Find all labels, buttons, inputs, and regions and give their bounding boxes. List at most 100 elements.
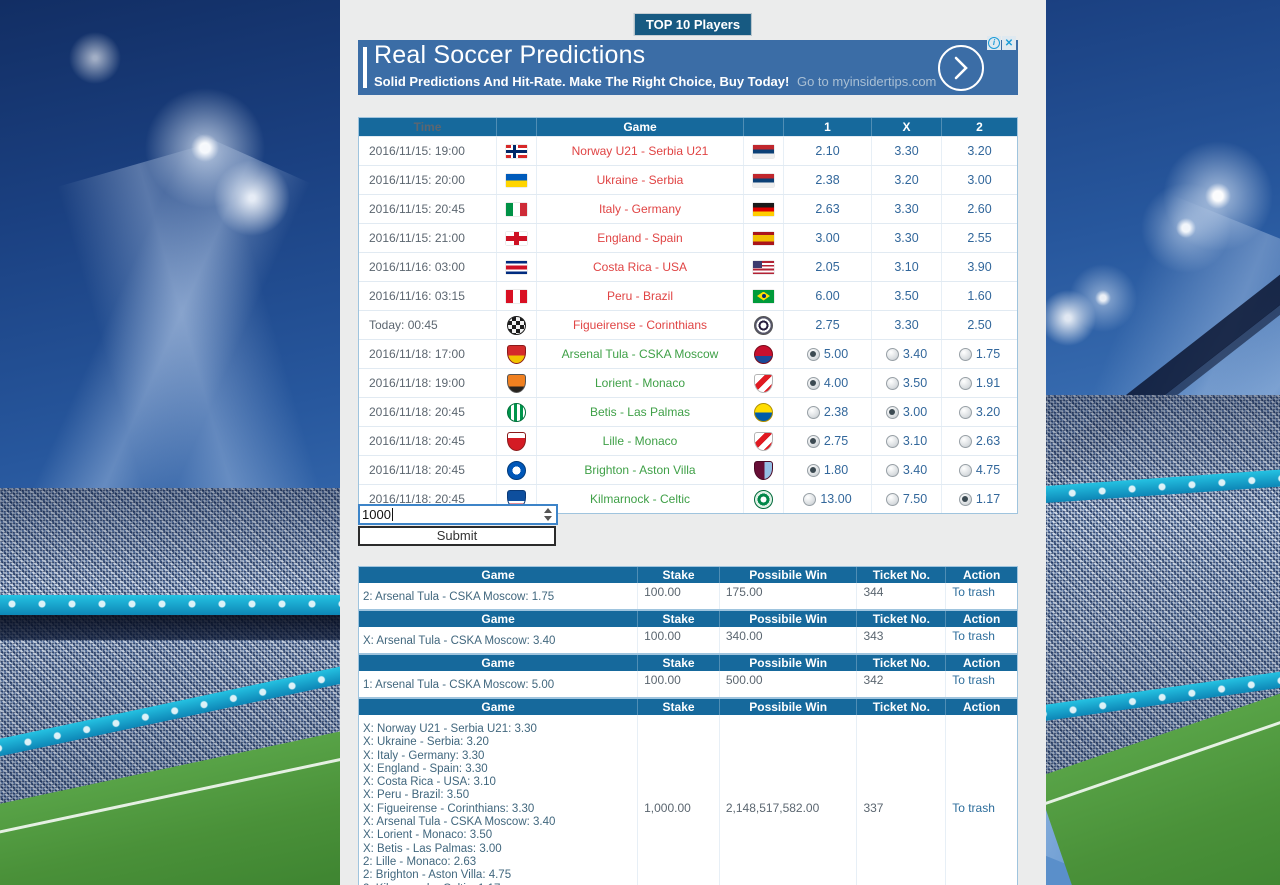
ad-accent-bar (363, 47, 367, 88)
to-trash-link[interactable]: To trash (952, 800, 995, 815)
odds-cell-X: 3.30 (872, 195, 942, 223)
ticket-game-line: X: Costa Rica - USA: 3.10 (363, 776, 496, 789)
away-flag-cell (744, 282, 784, 310)
ticket-row: 2: Arsenal Tula - CSKA Moscow: 1.75 100.0… (359, 583, 1017, 609)
germany-flag-icon (753, 202, 774, 216)
ticket-game-line: X: Figueirense - Corinthians: 3.30 (363, 802, 535, 815)
odds-radio-2[interactable] (958, 376, 972, 390)
odds-radio-X[interactable] (885, 376, 899, 390)
odds-value: 3.10 (894, 260, 919, 274)
spin-down-icon[interactable] (544, 516, 552, 521)
odds-radio-2[interactable] (958, 463, 972, 477)
odds-radio-X[interactable] (885, 405, 899, 419)
submit-button[interactable]: Submit (358, 526, 556, 546)
odds-radio-2[interactable] (958, 405, 972, 419)
odds-radio-X[interactable] (885, 492, 899, 506)
ad-banner[interactable]: Real Soccer Predictions Solid Prediction… (358, 36, 1018, 95)
to-trash-link[interactable]: To trash (952, 629, 995, 643)
arsenal-tula-crest-icon (507, 344, 526, 364)
lorient-crest-icon (507, 373, 526, 393)
odds-value: 1.60 (967, 289, 992, 303)
ticket-header-cell: Possibile Win (720, 611, 858, 627)
odds-cell-X: 3.30 (872, 224, 942, 252)
odds-cell-1: 2.75 (784, 311, 872, 339)
adchoices-info-icon[interactable]: i (987, 36, 1001, 50)
odds-radio-2[interactable] (958, 347, 972, 361)
odds-table-row: Today: 00:45 Figueirense - Corinthians 2.7… (359, 310, 1017, 339)
odds-cell-1: 2.38 (784, 166, 872, 194)
odds-cell-X: 3.40 (872, 456, 942, 484)
game-name: Lille - Monaco (537, 427, 744, 455)
odds-cell-2: 1.60 (942, 282, 1017, 310)
odds-cell-2: 1.91 (942, 369, 1017, 397)
odds-radio-1[interactable] (806, 376, 820, 390)
to-trash-link[interactable]: To trash (952, 673, 995, 687)
odds-radio-1[interactable] (803, 492, 817, 506)
away-flag-cell (744, 311, 784, 339)
ticket-stake: 100.00 (638, 671, 720, 697)
home-flag-cell (497, 427, 537, 455)
chevron-right-icon (954, 56, 968, 79)
ticket-game-line: X: Peru - Brazil: 3.50 (363, 789, 470, 802)
odds-radio-1[interactable] (806, 405, 820, 419)
odds-cell-2: 2.60 (942, 195, 1017, 223)
usa-flag-icon (753, 260, 774, 274)
odds-table-row: 2016/11/16: 03:15 Peru - Brazil 6.00 3.50 1.… (359, 281, 1017, 310)
ticket-possible-win: 2,148,517,582.00 (720, 715, 858, 885)
ticket-row: X: Norway U21 - Serbia U21: 3.30 X: Ukrai… (359, 715, 1017, 885)
ticket-games-cell: 1: Arsenal Tula - CSKA Moscow: 5.00 (359, 671, 639, 697)
ad-subtitle-text: Solid Predictions And Hit-Rate. Make The… (374, 74, 790, 89)
ticket-game-line: 2: Arsenal Tula - CSKA Moscow: 1.75 (363, 590, 555, 603)
ad-link[interactable]: Go to myinsidertips.com (796, 74, 937, 89)
tab-top10-players[interactable]: TOP 10 Players (633, 13, 753, 36)
odds-cell-2: 2.63 (942, 427, 1017, 455)
header-away-flag-col (744, 118, 784, 136)
ad-arrow-button[interactable] (938, 44, 984, 91)
spin-up-icon[interactable] (544, 508, 552, 513)
odds-radio-X[interactable] (885, 463, 899, 477)
ticket-header-cell: Possibile Win (720, 567, 858, 583)
odds-table-body: 2016/11/15: 19:00 Norway U21 - Serbia U21… (359, 136, 1017, 513)
ticket-game-line: 2: Kilmarnock - Celtic: 1.17 (363, 883, 633, 885)
away-flag-cell (744, 253, 784, 281)
odds-radio-X[interactable] (885, 434, 899, 448)
away-flag-cell (744, 166, 784, 194)
away-flag-cell (744, 398, 784, 426)
odds-radio-X[interactable] (885, 347, 899, 361)
odds-radio-1[interactable] (806, 463, 820, 477)
odds-value: 2.38 (823, 405, 849, 419)
game-time: Today: 00:45 (359, 311, 497, 339)
odds-value: 3.50 (894, 289, 919, 303)
ticket-header-cell: Ticket No. (857, 611, 947, 627)
tickets-section: Game Stake Possibile Win Ticket No. Action 2:… (358, 566, 1018, 885)
ticket-header-cell: Action (962, 568, 1001, 582)
ad-close-icon[interactable]: ✕ (1002, 36, 1016, 50)
odds-radio-1[interactable] (806, 347, 820, 361)
odds-table-row: 2016/11/18: 17:00 Arsenal Tula - CSKA Mos… (359, 339, 1017, 368)
italy-flag-icon (506, 202, 527, 216)
away-flag-cell (744, 195, 784, 223)
ticket-number: 344 (857, 583, 947, 609)
ticket-action-cell: To trash (946, 715, 1017, 885)
stake-input[interactable]: 1000 (358, 504, 558, 525)
odds-radio-2[interactable] (958, 434, 972, 448)
ticket-game-line: X: Norway U21 - Serbia U21: 3.30 (363, 723, 537, 735)
home-flag-cell (497, 282, 537, 310)
game-name: Costa Rica - USA (537, 253, 744, 281)
norway-flag-icon (506, 144, 527, 158)
ticket-game-line: X: Ukraine - Serbia: 3.20 (363, 736, 489, 749)
game-name: Kilmarnock - Celtic (537, 485, 744, 513)
ticket-games-cell: 2: Arsenal Tula - CSKA Moscow: 1.75 (359, 583, 639, 609)
game-name: Brighton - Aston Villa (537, 456, 744, 484)
home-flag-cell (497, 340, 537, 368)
monaco-crest-icon (754, 431, 773, 451)
ticket-table: Game Stake Possibile Win Ticket No. Action X:… (358, 698, 1018, 885)
header-game: Game (537, 118, 744, 136)
to-trash-link[interactable]: To trash (952, 585, 995, 599)
ticket-header-cell: Stake (638, 567, 720, 583)
odds-value: 2.05 (815, 260, 840, 274)
odds-radio-2[interactable] (958, 492, 972, 506)
number-spinner[interactable] (544, 508, 554, 521)
odds-value: 3.40 (902, 347, 928, 361)
odds-radio-1[interactable] (806, 434, 820, 448)
